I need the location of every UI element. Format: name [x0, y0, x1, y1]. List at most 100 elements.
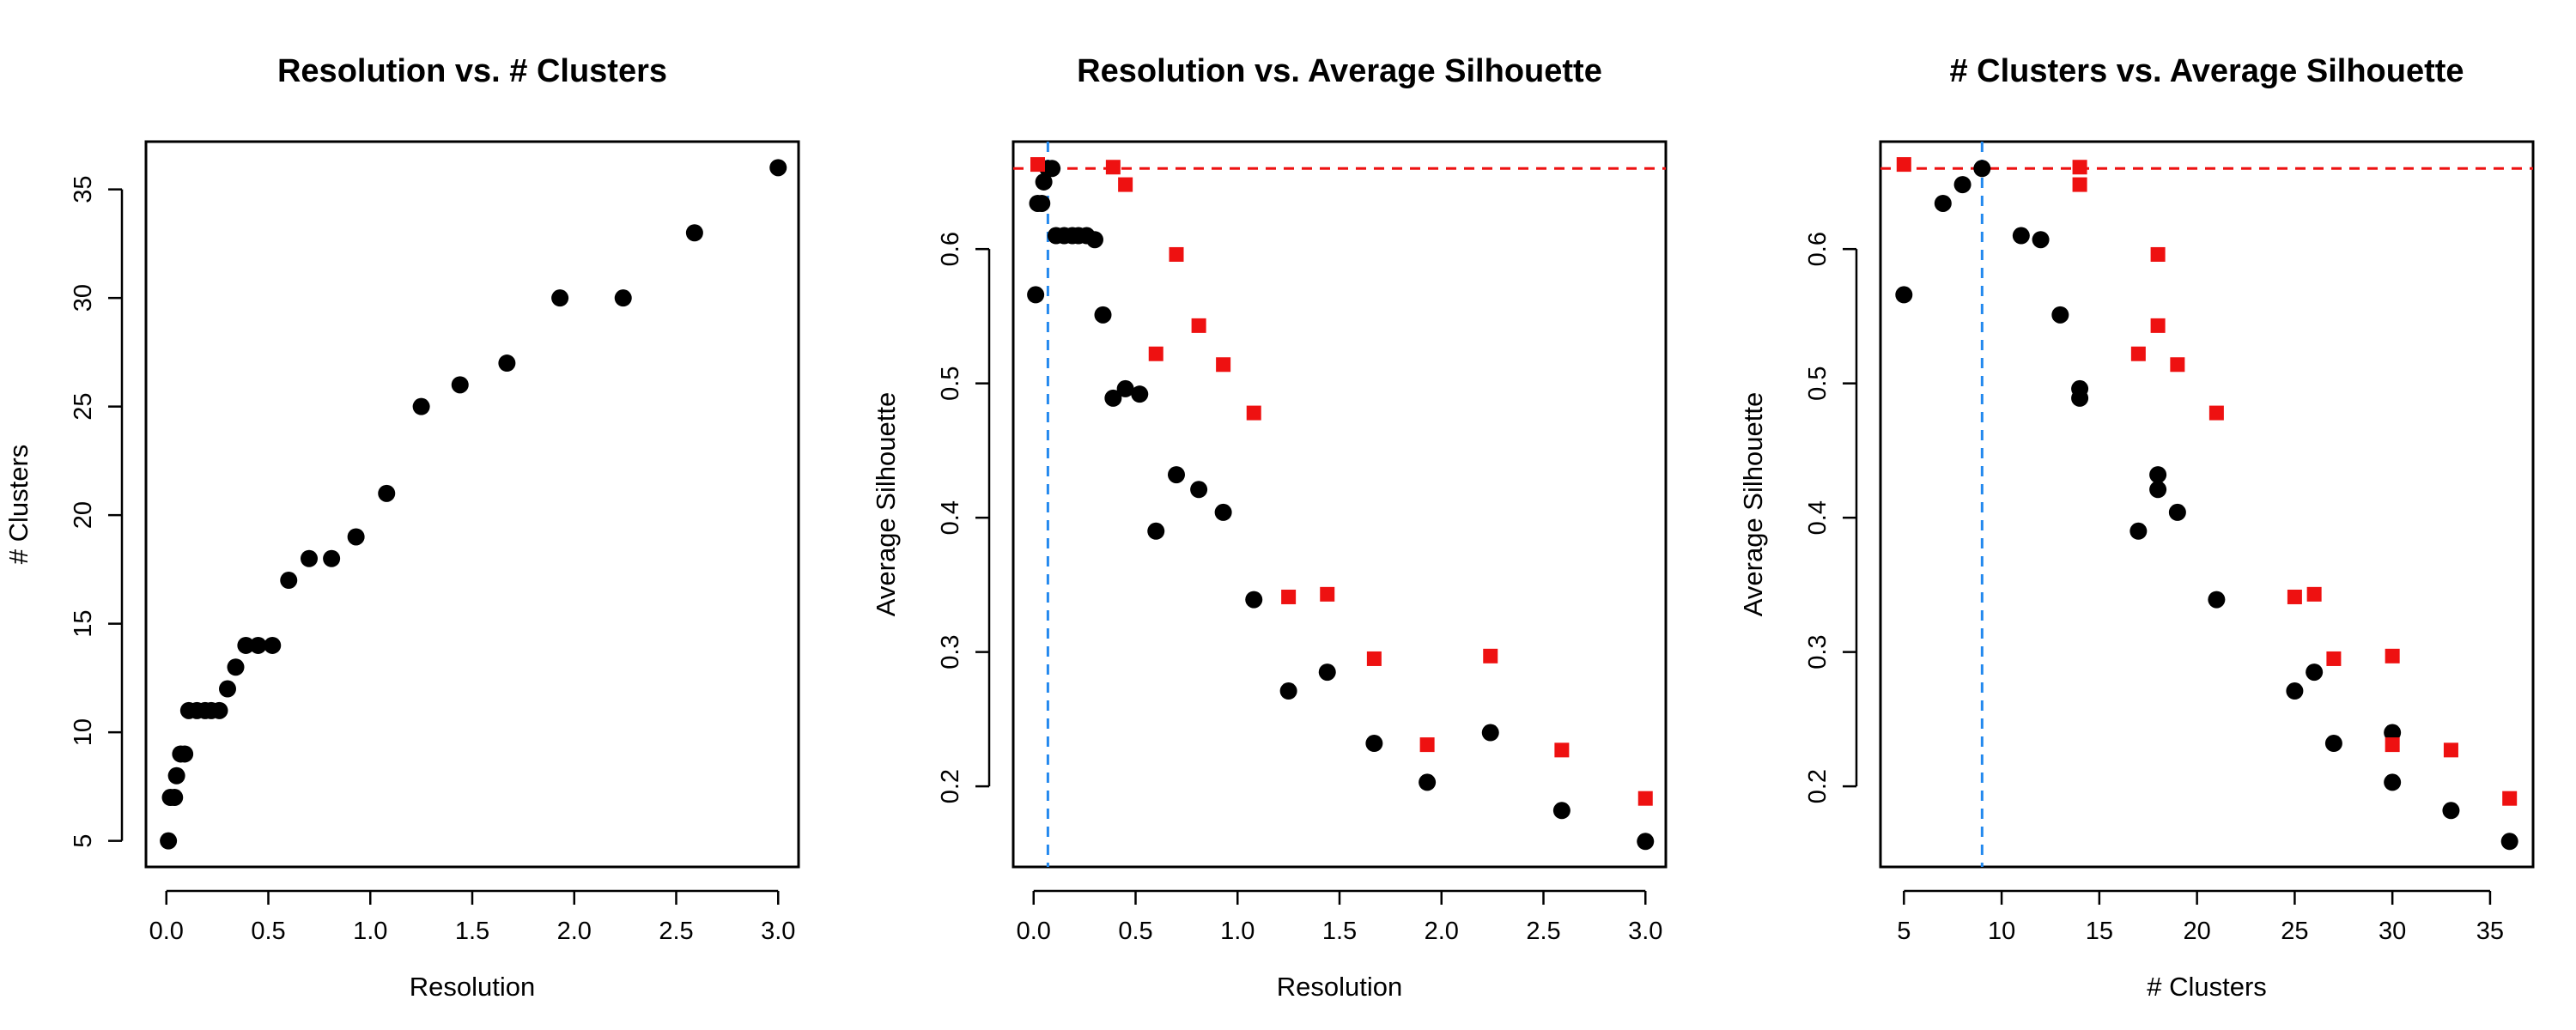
- x-tick-label: 15: [2086, 918, 2113, 945]
- data-point: [1147, 522, 1165, 540]
- data-point: [685, 224, 703, 242]
- chart-panel-3: # Clusters vs. Average Silhouette 5 10 15 20…: [1738, 53, 2535, 1002]
- y-tick-label: 0.2: [1804, 769, 1832, 803]
- x-tick-label: 1.0: [353, 918, 387, 945]
- y-tick-label: 0.4: [1804, 500, 1832, 535]
- data-point-square: [2385, 648, 2400, 663]
- data-point-square: [1419, 737, 1435, 753]
- data-point-square: [2208, 405, 2224, 421]
- data-point: [237, 636, 255, 654]
- data-point-square: [1191, 318, 1206, 333]
- data-point-square: [2443, 742, 2458, 758]
- data-point-square: [2306, 586, 2322, 602]
- data-point: [551, 289, 569, 307]
- data-point: [769, 159, 787, 177]
- data-point: [1104, 389, 1122, 407]
- data-point: [412, 397, 430, 415]
- y-axis-label: # Clusters: [3, 445, 33, 565]
- data-point: [1033, 194, 1051, 212]
- data-point: [301, 549, 318, 567]
- data-point-square: [2130, 346, 2146, 361]
- data-point: [1481, 724, 1499, 742]
- data-point-square: [1105, 160, 1121, 175]
- y-tick-label: 30: [70, 284, 97, 312]
- data-point-square: [2326, 651, 2342, 666]
- x-tick-label: 35: [2476, 918, 2504, 945]
- data-point: [2032, 231, 2050, 249]
- y-axis-label: Average Silhouette: [1738, 392, 1768, 616]
- x-tick-label: 2.0: [1425, 918, 1459, 945]
- x-axis-label: Resolution: [410, 972, 535, 1002]
- data-point: [347, 528, 365, 546]
- y-tick-label: 0.5: [937, 367, 964, 401]
- y-tick-label: 15: [70, 610, 97, 638]
- data-point: [219, 680, 236, 698]
- x-tick-label: 1.5: [455, 918, 489, 945]
- data-point-square: [1366, 651, 1382, 666]
- data-point-square: [1281, 589, 1297, 604]
- x-tick-label: 2.5: [1526, 918, 1560, 945]
- y-tick-label: 0.3: [1804, 634, 1832, 669]
- x-tick-label: 3.0: [1628, 918, 1662, 945]
- plot-frame: [1879, 140, 2535, 869]
- plot-frame: [144, 140, 800, 869]
- data-point: [2149, 466, 2167, 484]
- data-point: [1973, 160, 1991, 178]
- data-point: [2442, 802, 2460, 820]
- chart-panel-2: Resolution vs. Average Silhouette 0.0 0.5 1…: [871, 53, 1668, 1002]
- data-point: [1419, 773, 1437, 791]
- data-point-square: [1896, 157, 1911, 173]
- data-point: [2149, 481, 2167, 499]
- data-point: [1116, 379, 1134, 397]
- data-point: [1895, 286, 1913, 304]
- data-point: [1318, 663, 1336, 682]
- data-point: [1637, 833, 1655, 851]
- data-point: [166, 789, 184, 807]
- data-point: [1552, 802, 1571, 820]
- data-point: [176, 745, 194, 763]
- data-point: [1279, 682, 1297, 700]
- data-point-square: [1483, 648, 1498, 663]
- data-point: [2500, 833, 2518, 851]
- x-tick-label: 0.0: [149, 918, 184, 945]
- x-tick-label: 0.5: [1118, 918, 1152, 945]
- data-point: [2384, 724, 2402, 742]
- plot-frame: [1012, 140, 1668, 869]
- data-point: [1934, 194, 1952, 212]
- data-point-square: [1148, 346, 1163, 361]
- data-point-square: [2502, 791, 2518, 806]
- data-point: [1035, 173, 1053, 191]
- data-point: [1094, 306, 1112, 324]
- data-point-square: [1320, 586, 1335, 602]
- data-point: [2051, 306, 2069, 324]
- data-point: [2012, 227, 2030, 245]
- x-tick-label: 3.0: [761, 918, 795, 945]
- data-point-square: [1637, 791, 1653, 806]
- y-tick-label: 25: [70, 393, 97, 421]
- data-point: [2071, 389, 2089, 407]
- data-point-square: [1554, 742, 1570, 758]
- data-point: [2129, 522, 2148, 540]
- data-point: [1365, 735, 1383, 753]
- data-point: [2168, 503, 2186, 521]
- chart-panel-1: Resolution vs. # Clusters 0.0 0.5 1.0 1.5 2.0…: [3, 53, 800, 1002]
- data-point: [167, 766, 185, 785]
- x-tick-label: 20: [2183, 918, 2210, 945]
- data-point-square: [2287, 589, 2302, 604]
- y-tick-label: 0.2: [937, 769, 964, 803]
- data-point: [1953, 176, 1971, 194]
- y-tick-label: 35: [70, 176, 97, 203]
- x-tick-label: 25: [2281, 918, 2308, 945]
- x-tick-label: 2.5: [659, 918, 693, 945]
- data-point: [1027, 286, 1045, 304]
- data-point-square: [1216, 357, 1231, 373]
- data-point-square: [1118, 177, 1133, 192]
- data-point-square: [2150, 246, 2166, 262]
- x-tick-label: 1.5: [1322, 918, 1357, 945]
- data-point: [1168, 466, 1185, 484]
- y-tick-label: 0.4: [937, 500, 964, 535]
- data-point-square: [1169, 246, 1184, 262]
- chart-title: Resolution vs. Average Silhouette: [1077, 53, 1602, 89]
- data-point: [614, 289, 632, 307]
- x-axis-label: # Clusters: [2147, 972, 2267, 1002]
